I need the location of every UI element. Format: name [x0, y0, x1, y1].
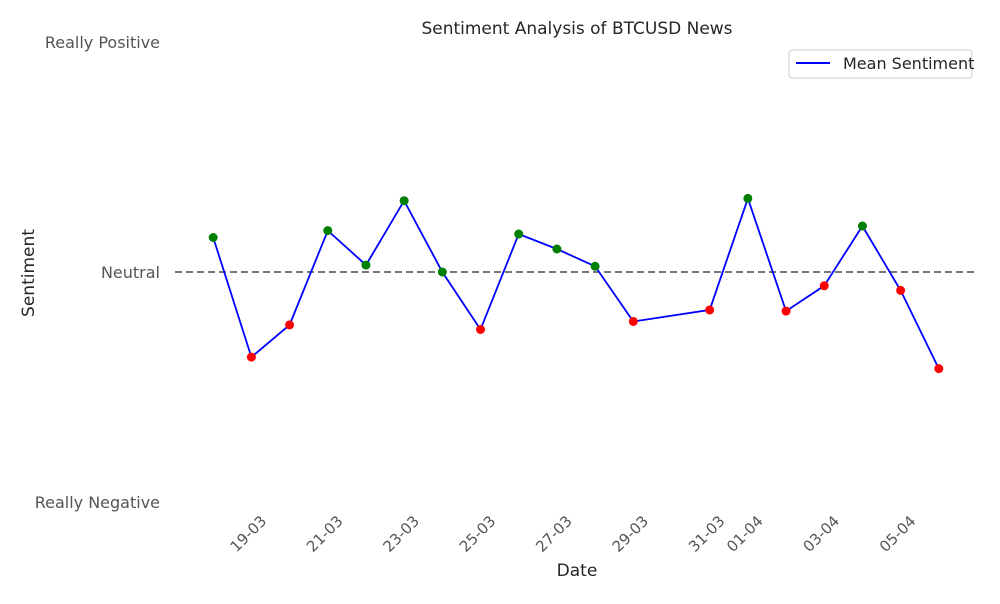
x-tick-label: 25-03	[456, 512, 500, 556]
legend-label: Mean Sentiment	[843, 54, 974, 73]
data-point	[552, 244, 562, 254]
data-point	[514, 229, 524, 239]
data-point	[819, 281, 829, 291]
y-tick-label: Really Positive	[45, 33, 160, 52]
chart-title: Sentiment Analysis of BTCUSD News	[421, 19, 732, 39]
data-point	[781, 306, 791, 316]
data-point	[208, 233, 218, 242]
x-tick-label: 23-03	[379, 512, 423, 556]
x-tick-label: 27-03	[532, 512, 576, 556]
data-point	[705, 305, 715, 315]
x-axis-label: Date	[557, 561, 598, 581]
data-point	[476, 325, 486, 334]
legend: Mean Sentiment	[788, 49, 974, 79]
y-tick-label: Really Negative	[35, 493, 160, 512]
x-tick-label: 21-03	[303, 512, 347, 556]
x-tick-label: 03-04	[800, 512, 844, 556]
legend-box	[788, 49, 973, 79]
y-axis-label: Sentiment	[19, 229, 39, 317]
x-tick-label: 29-03	[609, 512, 653, 556]
data-point	[323, 226, 333, 236]
x-tick-label: 19-03	[227, 512, 271, 556]
data-point	[934, 364, 944, 374]
data-point	[399, 196, 409, 206]
data-point	[857, 221, 867, 231]
x-tick-label: 05-04	[876, 512, 920, 556]
data-point	[896, 285, 906, 295]
data-point	[628, 316, 638, 326]
data-point	[743, 193, 753, 203]
data-point	[285, 320, 295, 330]
data-point	[361, 260, 371, 270]
data-point	[437, 267, 447, 277]
y-tick-label: Neutral	[101, 263, 160, 282]
x-tick-label: 01-04	[723, 512, 767, 556]
data-point	[246, 352, 256, 362]
plot-area: Really Positive Neutral Really Negative 19-…	[35, 33, 977, 556]
x-tick-label: 31-03	[685, 512, 729, 556]
data-point	[590, 261, 600, 271]
series-line-mean-sentiment	[212, 195, 940, 369]
